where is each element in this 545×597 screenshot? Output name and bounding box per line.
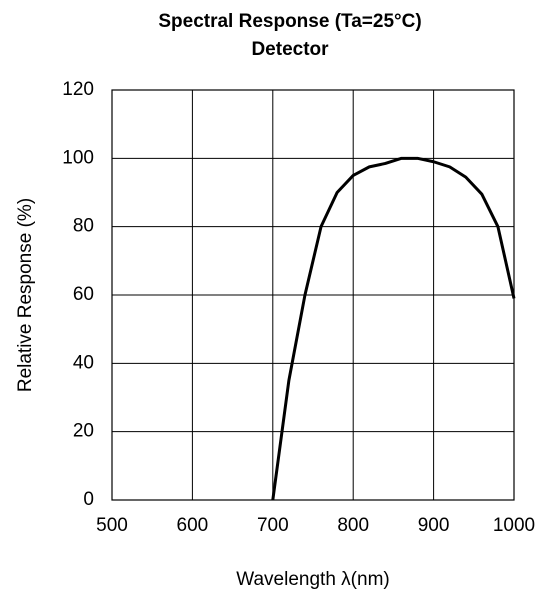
x-tick-label: 900 <box>418 515 450 536</box>
x-tick-label: 1000 <box>493 515 535 536</box>
y-tick-label: 40 <box>73 352 94 373</box>
y-tick-label: 100 <box>62 147 94 168</box>
x-axis-label: Wavelength λ(nm) <box>236 569 389 590</box>
data-line <box>271 156 516 501</box>
chart-title: Spectral Response (Ta=25°C) <box>158 11 421 32</box>
y-tick-label: 20 <box>73 421 94 442</box>
x-tick-label: 600 <box>177 515 209 536</box>
x-tick-label: 500 <box>96 515 128 536</box>
chart-subtitle: Detector <box>251 39 329 60</box>
y-axis-label: Relative Response (%) <box>15 198 36 392</box>
y-tick-label: 80 <box>73 216 94 237</box>
y-tick-label: 120 <box>62 79 94 100</box>
y-tick-label: 60 <box>73 284 94 305</box>
x-tick-label: 700 <box>257 515 289 536</box>
y-tick-label: 0 <box>83 489 94 510</box>
x-tick-label: 800 <box>337 515 369 536</box>
